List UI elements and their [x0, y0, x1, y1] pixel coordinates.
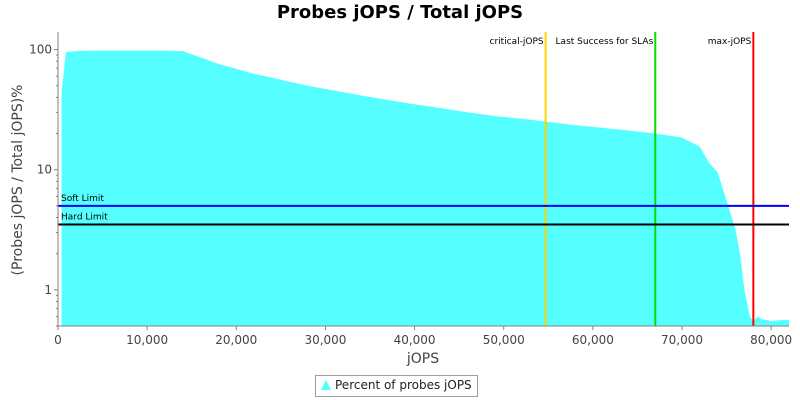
x-tick-label: 20,000: [215, 333, 257, 347]
x-tick-label: 70,000: [661, 333, 703, 347]
chart-title: Probes jOPS / Total jOPS: [276, 2, 524, 23]
x-tick-label: 40,000: [394, 333, 436, 347]
vertical-marker-label-0: critical-jOPS: [490, 37, 544, 47]
x-tick-label: 60,000: [572, 333, 614, 347]
x-tick-label: 80,000: [750, 333, 792, 347]
y-tick-label: 100: [29, 43, 52, 57]
area-series-0: [61, 50, 790, 326]
y-tick-label: 1: [44, 283, 52, 297]
horizontal-marker-label-0: Soft Limit: [61, 194, 104, 204]
legend: Percent of probes jOPS: [315, 375, 478, 397]
horizontal-marker-label-1: Hard Limit: [61, 212, 108, 222]
y-axis-label: (Probes jOPS / Total jOPS)%: [10, 85, 26, 276]
legend-swatch-icon: [321, 380, 331, 390]
x-axis-label: jOPS: [406, 351, 439, 367]
x-tick-label: 0: [54, 333, 62, 347]
x-tick-label: 10,000: [126, 333, 168, 347]
x-tick-label: 30,000: [304, 333, 346, 347]
vertical-marker-label-2: max-jOPS: [708, 37, 752, 47]
vertical-marker-label-1: Last Success for SLAs: [556, 37, 654, 47]
y-tick-label: 10: [37, 163, 52, 177]
legend-label: Percent of probes jOPS: [335, 378, 472, 392]
x-tick-label: 50,000: [483, 333, 525, 347]
